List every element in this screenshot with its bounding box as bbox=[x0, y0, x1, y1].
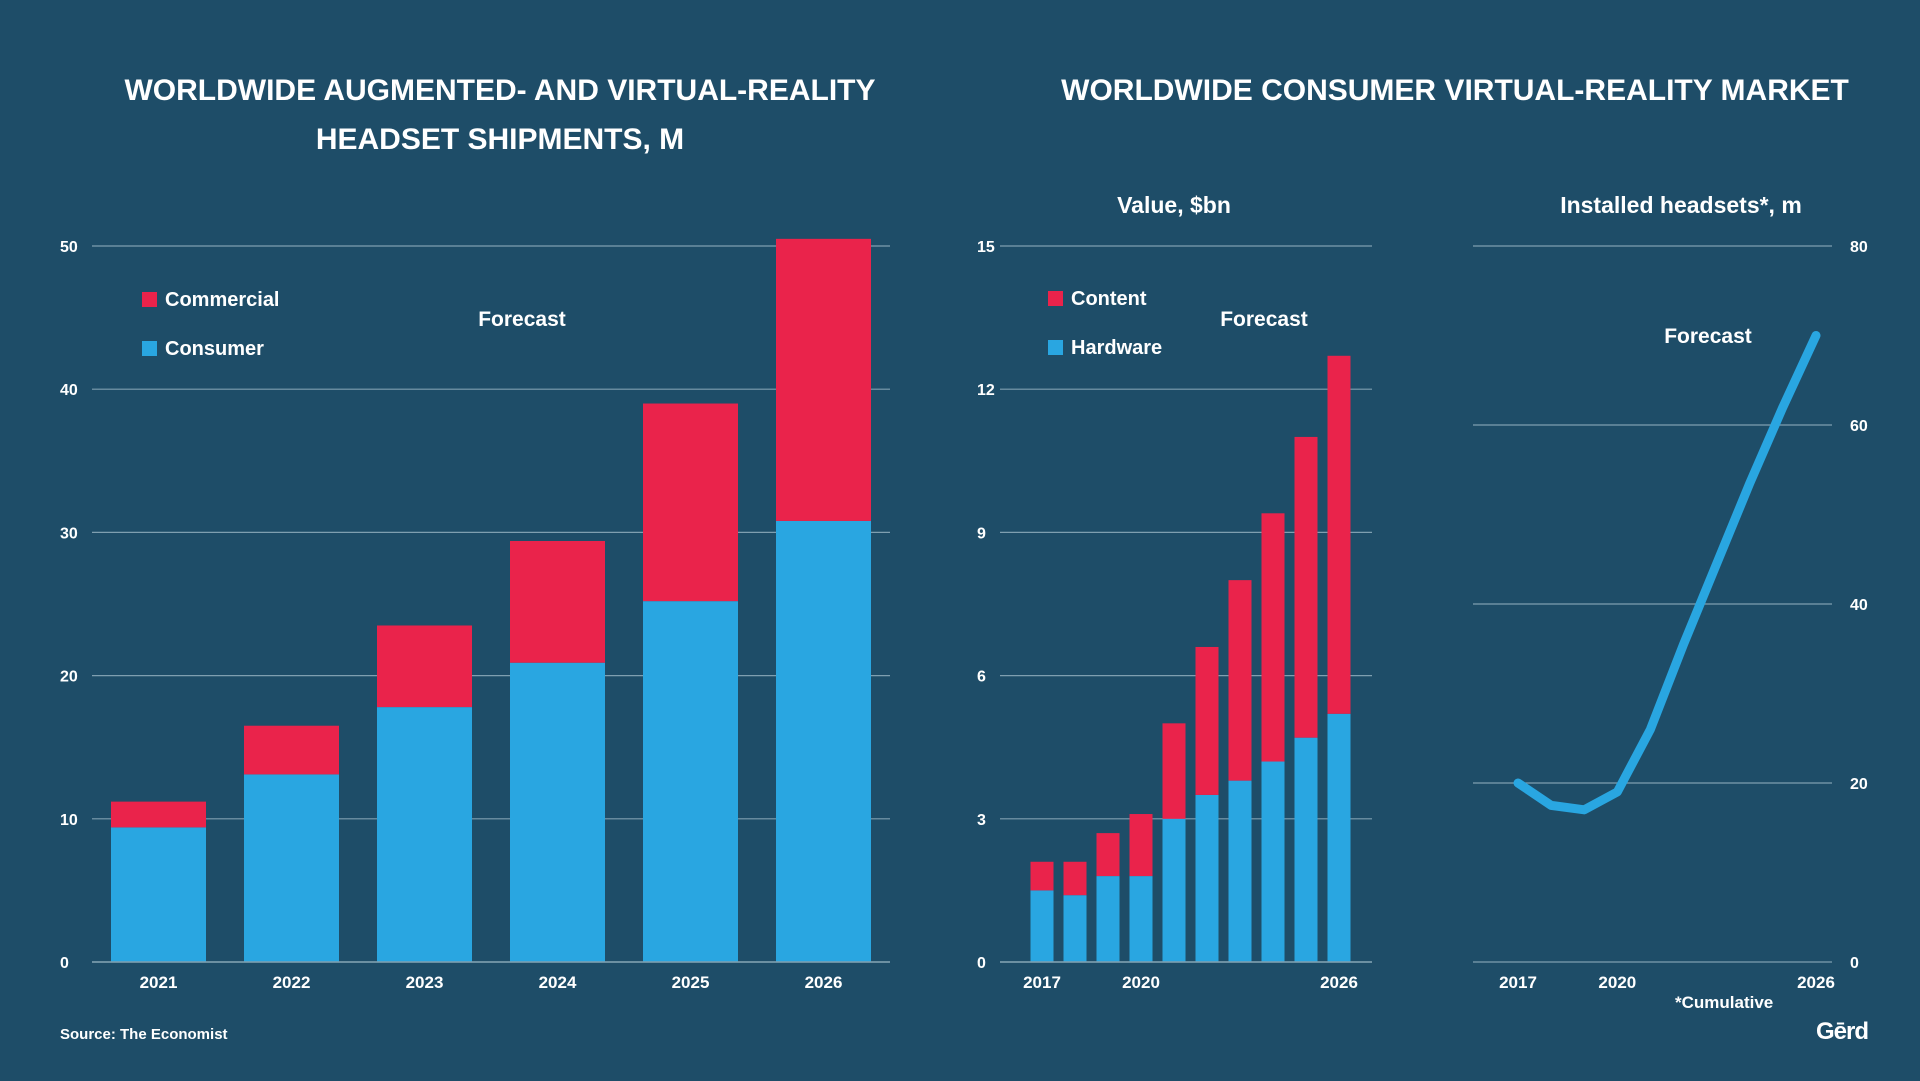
chart3-data-point bbox=[1649, 728, 1651, 730]
chart2-bar-content bbox=[1030, 861, 1054, 891]
chart2-bar-hardware bbox=[1261, 761, 1285, 962]
chart2-bar-content bbox=[1261, 513, 1285, 762]
chart2-bar-content bbox=[1195, 646, 1219, 795]
chart2-legend-label: Hardware bbox=[1071, 337, 1162, 359]
chart2-bar-hardware bbox=[1129, 876, 1153, 962]
chart2-ytick-label: 6 bbox=[977, 669, 986, 686]
chart2-ytick-label: 0 bbox=[977, 955, 986, 972]
chart1-legend-swatch bbox=[142, 292, 157, 307]
chart3-subtitle: Installed headsets*, m bbox=[1560, 192, 1802, 218]
chart2-ytick-label: 3 bbox=[977, 812, 986, 829]
chart3-xtick-label: 2026 bbox=[1797, 973, 1835, 992]
chart3-data-point bbox=[1815, 335, 1817, 336]
chart3-forecast-label: Forecast bbox=[1664, 325, 1752, 348]
chart1-ytick-label: 40 bbox=[60, 382, 78, 399]
chart2-bar-content bbox=[1096, 833, 1120, 877]
chart2-bar-hardware bbox=[1096, 876, 1120, 962]
chart3-ytick-label: 80 bbox=[1850, 239, 1868, 256]
chart1-bar-consumer bbox=[111, 827, 206, 962]
chart1-bar-commercial bbox=[643, 403, 738, 602]
chart1-bar-consumer bbox=[776, 520, 871, 962]
chart1-bar-commercial bbox=[510, 540, 605, 663]
chart2-bar-content bbox=[1228, 580, 1252, 781]
footnote: *Cumulative bbox=[1675, 993, 1774, 1012]
left-chart-title: WORLDWIDE AUGMENTED- AND VIRTUAL-REALITY… bbox=[70, 66, 930, 164]
chart2-legend-swatch bbox=[1048, 340, 1063, 355]
chart1-ytick-label: 30 bbox=[60, 525, 78, 542]
chart2-bar-content bbox=[1327, 355, 1351, 714]
chart1-xtick-label: 2022 bbox=[273, 973, 311, 992]
chart2-bar-hardware bbox=[1030, 890, 1054, 962]
chart1-ytick-label: 50 bbox=[60, 239, 78, 256]
chart2-ytick-label: 12 bbox=[977, 382, 995, 399]
source-note: Source: The Economist bbox=[60, 1026, 228, 1043]
chart1-xtick-label: 2021 bbox=[140, 973, 178, 992]
chart1-bar-commercial bbox=[244, 725, 339, 775]
chart3-data-point bbox=[1517, 782, 1519, 784]
left-chart-title-line1: WORLDWIDE AUGMENTED- AND VIRTUAL-REALITY bbox=[124, 74, 876, 107]
right-chart-title: WORLDWIDE CONSUMER VIRTUAL-REALITY MARKE… bbox=[1061, 74, 1849, 107]
chart1-bar-commercial bbox=[111, 801, 206, 828]
chart3-data-point bbox=[1550, 804, 1552, 806]
chart1-legend-label: Consumer bbox=[165, 338, 264, 360]
chart3-data-point bbox=[1749, 482, 1751, 484]
chart1-forecast-label: Forecast bbox=[478, 308, 566, 331]
chart3-xtick-label: 2017 bbox=[1499, 973, 1537, 992]
chart1-bar-consumer bbox=[510, 662, 605, 962]
chart2-bar-content bbox=[1162, 723, 1186, 819]
chart2-ytick-label: 9 bbox=[977, 525, 986, 542]
chart3-data-point bbox=[1683, 643, 1685, 645]
chart1-bar-commercial bbox=[377, 625, 472, 708]
chart2-bar-hardware bbox=[1195, 794, 1219, 962]
chart2-bar-hardware bbox=[1162, 818, 1186, 962]
chart1-ytick-label: 0 bbox=[60, 955, 69, 972]
chart1-legend-label: Commercial bbox=[165, 289, 280, 311]
chart1-bar-consumer bbox=[377, 707, 472, 962]
chart3-data-point bbox=[1782, 406, 1784, 408]
chart2-xtick-label: 2020 bbox=[1122, 973, 1160, 992]
chart1-bar-consumer bbox=[643, 601, 738, 962]
chart1-xtick-label: 2025 bbox=[672, 973, 710, 992]
chart1-bar-commercial bbox=[776, 238, 871, 521]
chart3-data-point bbox=[1583, 809, 1585, 811]
chart2-xtick-label: 2026 bbox=[1320, 973, 1358, 992]
chart3-ytick-label: 20 bbox=[1850, 776, 1868, 793]
chart2-xtick-label: 2017 bbox=[1023, 973, 1061, 992]
chart2-bar-content bbox=[1063, 861, 1087, 896]
chart3-series-line bbox=[1513, 331, 1821, 815]
chart3-ytick-label: 0 bbox=[1850, 955, 1859, 972]
chart1-xtick-label: 2026 bbox=[805, 973, 843, 992]
chart1-bar-consumer bbox=[244, 774, 339, 962]
chart2-legend-swatch bbox=[1048, 291, 1063, 306]
chart2-bar-content bbox=[1129, 814, 1153, 877]
chart2-legend-label: Content bbox=[1071, 288, 1147, 310]
left-chart-title-line2: HEADSET SHIPMENTS, M bbox=[315, 123, 685, 156]
chart1-ytick-label: 10 bbox=[60, 812, 78, 829]
chart3-data-point bbox=[1716, 563, 1718, 565]
chart1-xtick-label: 2024 bbox=[539, 973, 577, 992]
chart3-data-point bbox=[1616, 791, 1618, 793]
chart3-xtick-label: 2020 bbox=[1598, 973, 1636, 992]
chart2-bar-hardware bbox=[1063, 895, 1087, 962]
chart3-ytick-label: 40 bbox=[1850, 597, 1868, 614]
chart1-xtick-label: 2023 bbox=[406, 973, 444, 992]
chart2-forecast-label: Forecast bbox=[1220, 308, 1308, 331]
chart2-subtitle: Value, $bn bbox=[1117, 192, 1231, 218]
chart2-bar-content bbox=[1294, 436, 1318, 738]
brand-logo: Gērd bbox=[1816, 1018, 1869, 1045]
chart2-bar-hardware bbox=[1327, 713, 1351, 962]
chart1-ytick-label: 20 bbox=[60, 669, 78, 686]
chart1-legend-swatch bbox=[142, 341, 157, 356]
chart2-bar-hardware bbox=[1294, 737, 1318, 962]
chart2-ytick-label: 15 bbox=[977, 239, 995, 256]
chart2-bar-hardware bbox=[1228, 780, 1252, 962]
chart3-ytick-label: 60 bbox=[1850, 418, 1868, 435]
